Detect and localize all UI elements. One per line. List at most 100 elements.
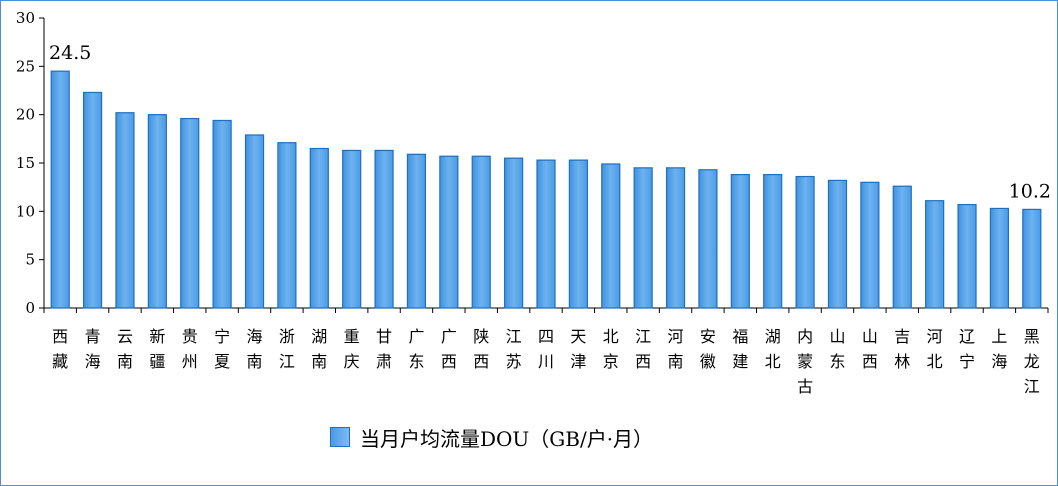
category-label: 藏: [52, 352, 68, 371]
y-tick-label: 0: [25, 299, 35, 317]
y-tick-label: 25: [16, 57, 35, 75]
bar: [471, 155, 491, 309]
category-label: 西: [52, 327, 68, 346]
category-label: 京: [603, 352, 619, 371]
category-label: 甘: [376, 327, 392, 346]
category-label: 江: [1024, 377, 1040, 396]
bar: [50, 70, 70, 309]
category-label: 江: [279, 352, 295, 371]
data-label: 24.5: [49, 42, 91, 64]
category-label: 西: [473, 352, 489, 371]
category-label: 青: [85, 327, 101, 346]
bar: [827, 179, 848, 309]
category-label: 山: [862, 327, 878, 346]
bar: [957, 203, 977, 309]
category-label: 河: [668, 327, 684, 346]
category-label: 林: [894, 352, 910, 371]
category-label: 浙: [279, 327, 295, 346]
category-label: 津: [570, 352, 586, 371]
category-label: 宁: [959, 352, 975, 371]
category-label: 西: [635, 352, 651, 371]
category-label: 广: [408, 327, 424, 346]
bar: [212, 119, 232, 309]
legend-label: 当月户均流量DOU（GB/户·月）: [360, 426, 654, 451]
bar: [406, 153, 427, 309]
category-label: 西: [441, 352, 457, 371]
category-label: 川: [538, 352, 554, 371]
bar: [374, 149, 394, 309]
bar: [244, 134, 265, 309]
chart-labels: 西藏青海云南新疆贵州宁夏海南浙江湖南重庆甘肃广东广西陕西江苏四川天津北京江西河南…: [49, 42, 1051, 396]
category-label: 宁: [214, 327, 230, 346]
bar: [730, 174, 750, 309]
category-label: 湖: [311, 327, 327, 346]
category-label: 西: [862, 352, 878, 371]
category-label: 蒙: [797, 352, 813, 371]
category-label: 河: [927, 327, 943, 346]
bar: [698, 169, 718, 309]
category-label: 江: [506, 327, 522, 346]
bar: [504, 157, 524, 309]
y-tick-label: 15: [16, 154, 35, 172]
category-label: 徽: [700, 352, 716, 371]
category-label: 海: [85, 352, 101, 371]
bar: [892, 185, 912, 309]
category-label: 陕: [473, 327, 489, 346]
category-label: 山: [829, 327, 845, 346]
category-label: 南: [117, 352, 133, 371]
bar: [568, 159, 588, 309]
category-label: 南: [311, 352, 327, 371]
category-label: 东: [408, 352, 424, 371]
bar: [763, 174, 783, 309]
y-tick-label: 10: [16, 202, 35, 220]
category-label: 广: [441, 327, 457, 346]
bar: [665, 167, 686, 309]
category-label: 南: [668, 352, 684, 371]
category-label: 东: [829, 352, 845, 371]
category-label: 四: [538, 327, 554, 346]
legend-swatch: [330, 427, 350, 447]
category-label: 贵: [182, 327, 198, 346]
bar: [309, 147, 329, 309]
category-label: 新: [149, 327, 165, 346]
bar: [115, 112, 135, 309]
category-label: 建: [732, 352, 748, 371]
y-tick-label: 20: [16, 106, 35, 124]
category-label: 北: [927, 352, 943, 371]
bar: [277, 142, 297, 309]
category-label: 古: [797, 377, 813, 396]
y-tick-label: 5: [25, 251, 35, 269]
category-label: 海: [991, 352, 1007, 371]
category-label: 苏: [506, 352, 522, 371]
bar: [536, 159, 556, 309]
bar: [860, 181, 880, 309]
bar: [147, 114, 167, 309]
category-label: 重: [344, 327, 360, 346]
category-label: 上: [991, 327, 1007, 346]
y-tick-label: 30: [16, 9, 35, 27]
category-label: 吉: [894, 327, 910, 346]
category-label: 庆: [344, 352, 360, 371]
category-label: 福: [732, 327, 748, 346]
data-label: 10.2: [1009, 180, 1051, 202]
category-label: 北: [603, 327, 619, 346]
bar: [1022, 208, 1042, 309]
bar: [180, 117, 200, 309]
bar: [601, 163, 621, 309]
category-label: 辽: [959, 327, 975, 346]
chart-bars: [50, 70, 1042, 309]
category-label: 安: [700, 327, 716, 346]
bar: [633, 167, 653, 309]
bar: [342, 149, 362, 309]
category-label: 龙: [1024, 352, 1040, 371]
category-label: 肃: [376, 352, 392, 371]
bar: [82, 91, 103, 309]
bar: [925, 200, 945, 309]
chart-legend: 当月户均流量DOU（GB/户·月）: [330, 422, 653, 452]
bar: [989, 207, 1010, 309]
category-label: 夏: [214, 352, 230, 371]
bar: [795, 175, 815, 309]
category-label: 北: [765, 352, 781, 371]
